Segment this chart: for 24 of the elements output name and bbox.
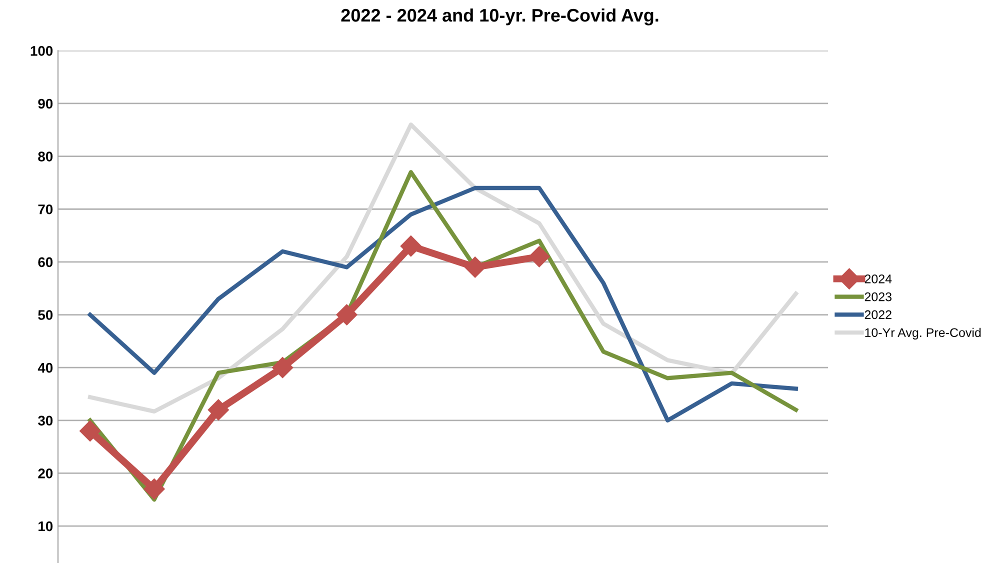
point bbox=[272, 357, 294, 378]
point bbox=[464, 256, 486, 278]
y-tick-label: 30 bbox=[38, 416, 53, 426]
legend-label: 2022 bbox=[864, 310, 892, 320]
point bbox=[144, 478, 165, 500]
y-tick-label: 90 bbox=[38, 98, 53, 109]
y-tick-label: 10 bbox=[38, 521, 53, 532]
point bbox=[528, 246, 550, 268]
y-tick-label: 60 bbox=[38, 257, 53, 268]
y-tick-label: 100 bbox=[30, 46, 53, 56]
point bbox=[208, 399, 229, 420]
point bbox=[80, 420, 101, 442]
legend-label: 10-Yr Avg. Pre-Covid bbox=[865, 328, 981, 340]
y-tick-label: 50 bbox=[38, 310, 53, 320]
legend-label: 2023 bbox=[864, 292, 892, 302]
y-tick-label: 70 bbox=[38, 204, 53, 214]
point bbox=[336, 304, 358, 326]
y-tick-label: 40 bbox=[38, 362, 53, 373]
chart-title: 2022 - 2024 and 10-yr. Pre-Covid Avg. bbox=[341, 8, 658, 26]
line-series bbox=[88, 186, 798, 422]
y-tick-label: 80 bbox=[38, 152, 53, 162]
line-series bbox=[88, 122, 798, 414]
y-tick-label: 20 bbox=[38, 468, 53, 478]
point bbox=[400, 236, 422, 257]
